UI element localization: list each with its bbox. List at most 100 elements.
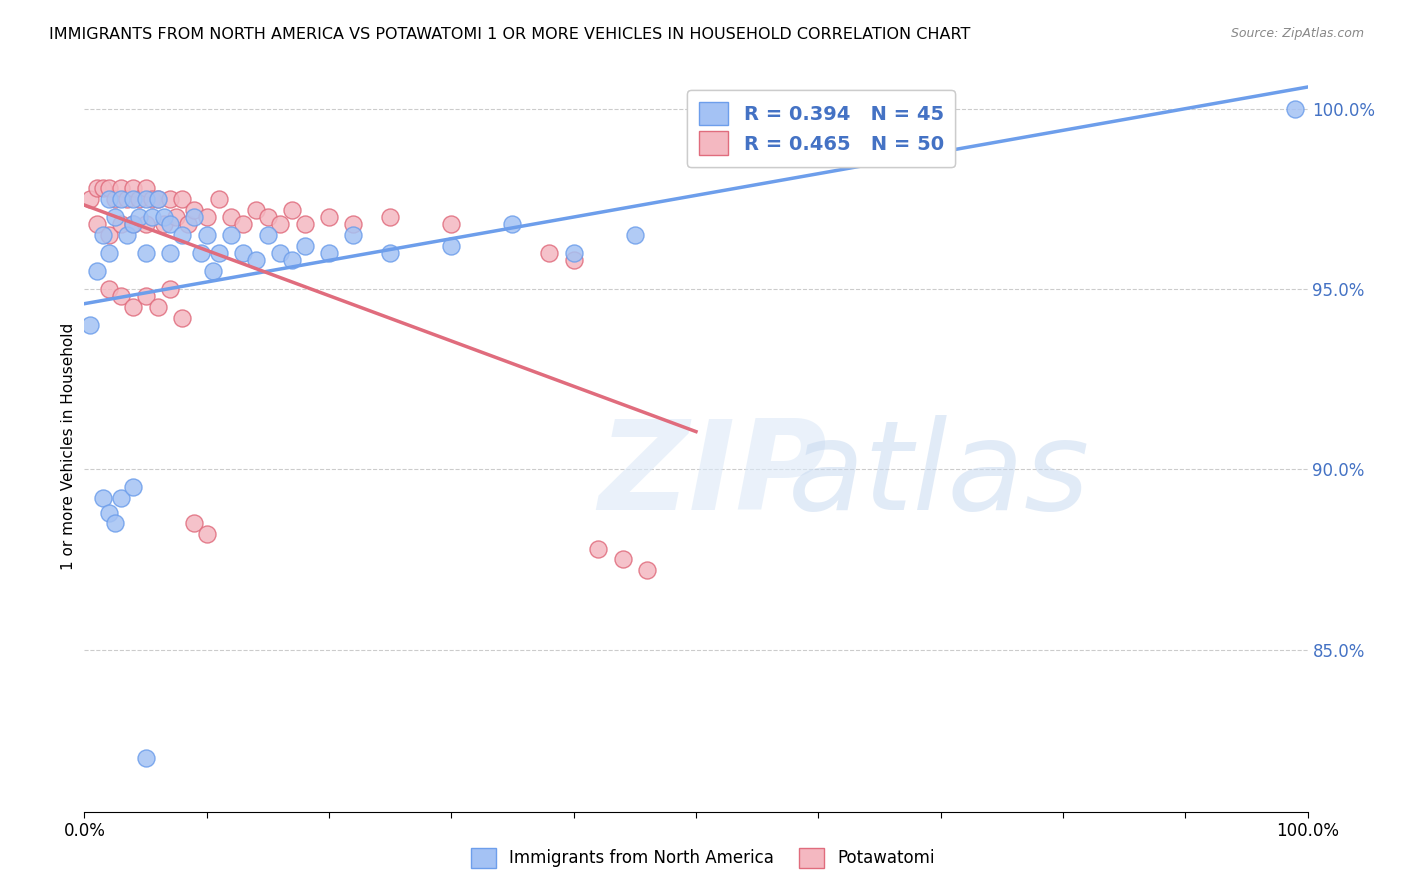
- Point: [135, 218, 157, 232]
- Point: [135, 289, 157, 303]
- Point: [172, 228, 194, 243]
- Point: [219, 210, 242, 224]
- Point: [269, 246, 291, 260]
- Point: [440, 218, 463, 232]
- Point: [586, 541, 609, 556]
- Point: [110, 181, 132, 195]
- Point: [135, 246, 157, 260]
- Point: [183, 202, 205, 217]
- Point: [97, 246, 120, 260]
- Point: [122, 181, 145, 195]
- Point: [257, 210, 280, 224]
- Point: [538, 246, 561, 260]
- Text: atlas: atlas: [787, 415, 1090, 536]
- Point: [141, 210, 163, 224]
- Point: [208, 192, 231, 206]
- Point: [128, 192, 150, 206]
- Point: [257, 228, 280, 243]
- Point: [104, 192, 127, 206]
- Point: [97, 181, 120, 195]
- Point: [177, 218, 200, 232]
- Point: [122, 300, 145, 314]
- Point: [636, 563, 658, 577]
- Point: [153, 210, 176, 224]
- Point: [91, 491, 114, 506]
- Point: [165, 210, 187, 224]
- Point: [91, 228, 114, 243]
- Point: [195, 228, 218, 243]
- Point: [172, 311, 194, 326]
- Point: [294, 239, 316, 253]
- Point: [79, 318, 101, 333]
- Point: [219, 228, 242, 243]
- Point: [190, 246, 212, 260]
- Point: [380, 210, 402, 224]
- Point: [110, 289, 132, 303]
- Point: [342, 228, 364, 243]
- Legend: R = 0.394   N = 45, R = 0.465   N = 50: R = 0.394 N = 45, R = 0.465 N = 50: [688, 90, 955, 167]
- Point: [97, 282, 120, 296]
- Text: IMMIGRANTS FROM NORTH AMERICA VS POTAWATOMI 1 OR MORE VEHICLES IN HOUSEHOLD CORR: IMMIGRANTS FROM NORTH AMERICA VS POTAWAT…: [49, 27, 970, 42]
- Point: [440, 239, 463, 253]
- Point: [146, 300, 169, 314]
- Point: [135, 750, 157, 764]
- Point: [318, 246, 340, 260]
- Point: [135, 192, 157, 206]
- Point: [128, 210, 150, 224]
- Point: [281, 253, 304, 268]
- Point: [122, 218, 145, 232]
- Point: [115, 228, 138, 243]
- Point: [110, 192, 132, 206]
- Point: [141, 192, 163, 206]
- Point: [562, 253, 585, 268]
- Point: [122, 218, 145, 232]
- Point: [79, 192, 101, 206]
- Point: [91, 181, 114, 195]
- Point: [110, 491, 132, 506]
- Y-axis label: 1 or more Vehicles in Household: 1 or more Vehicles in Household: [60, 322, 76, 570]
- Point: [159, 192, 181, 206]
- Point: [159, 246, 181, 260]
- Point: [502, 218, 524, 232]
- Point: [122, 192, 145, 206]
- Point: [624, 228, 647, 243]
- Point: [135, 181, 157, 195]
- Point: [318, 210, 340, 224]
- Point: [172, 192, 194, 206]
- Point: [97, 506, 120, 520]
- Point: [342, 218, 364, 232]
- Point: [146, 192, 169, 206]
- Point: [104, 210, 127, 224]
- Point: [380, 246, 402, 260]
- Point: [104, 516, 127, 531]
- Point: [86, 218, 108, 232]
- Point: [122, 480, 145, 494]
- Point: [281, 202, 304, 217]
- Point: [208, 246, 231, 260]
- Point: [294, 218, 316, 232]
- Point: [245, 253, 267, 268]
- Point: [97, 228, 120, 243]
- Point: [159, 282, 181, 296]
- Point: [159, 218, 181, 232]
- Point: [183, 516, 205, 531]
- Point: [110, 218, 132, 232]
- Point: [1284, 102, 1306, 116]
- Point: [195, 210, 218, 224]
- Point: [86, 264, 108, 278]
- Point: [612, 552, 634, 566]
- Point: [153, 218, 176, 232]
- Text: Source: ZipAtlas.com: Source: ZipAtlas.com: [1230, 27, 1364, 40]
- Point: [86, 181, 108, 195]
- Point: [232, 218, 254, 232]
- Point: [269, 218, 291, 232]
- Point: [232, 246, 254, 260]
- Point: [183, 210, 205, 224]
- Point: [97, 192, 120, 206]
- Point: [195, 527, 218, 541]
- Text: ZIP: ZIP: [598, 415, 827, 536]
- Point: [201, 264, 224, 278]
- Point: [115, 192, 138, 206]
- Point: [562, 246, 585, 260]
- Legend: Immigrants from North America, Potawatomi: Immigrants from North America, Potawatom…: [464, 841, 942, 875]
